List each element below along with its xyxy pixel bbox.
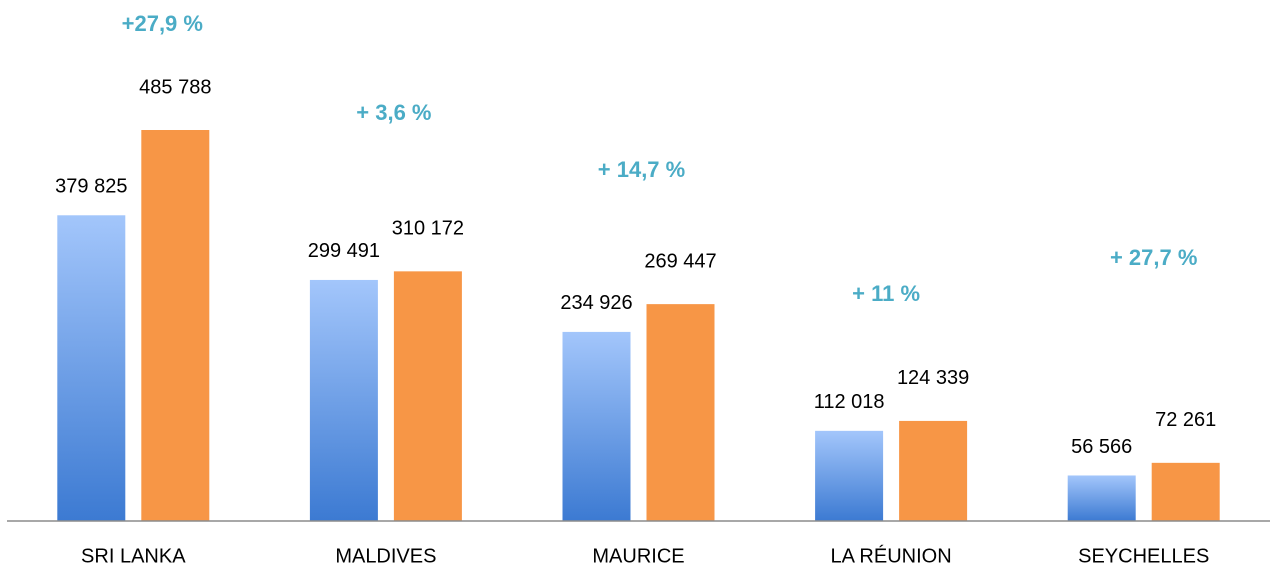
data-label: 112 018: [814, 391, 885, 413]
data-label: 299 491: [308, 240, 380, 262]
bar: [815, 430, 884, 521]
x-tick-label: LA RÉUNION: [831, 544, 952, 567]
bar: [393, 271, 462, 521]
annotation: + 14,7 %: [598, 157, 685, 182]
annotation: + 11 %: [852, 281, 920, 306]
data-label: 310 172: [392, 218, 464, 240]
data-label: 72 261: [1155, 409, 1216, 431]
bar: [309, 279, 378, 521]
x-tick-label: MAURICE: [592, 545, 684, 567]
annotation: + 3,6 %: [356, 100, 431, 125]
x-tick-label: MALDIVES: [335, 545, 436, 567]
x-tick-label: SRI LANKA: [81, 545, 186, 567]
x-tick-label: SEYCHELLES: [1078, 545, 1209, 567]
bar: [1151, 462, 1220, 521]
bar: [899, 420, 968, 521]
annotation: +27,9 %: [122, 11, 203, 36]
data-label: 124 339: [897, 367, 969, 389]
annotation: + 27,7 %: [1110, 245, 1197, 270]
data-label: 234 926: [560, 292, 632, 314]
data-label: 269 447: [644, 250, 716, 272]
bar: [646, 304, 715, 521]
bar: [141, 130, 210, 521]
bar: [1067, 475, 1136, 521]
bar: [562, 331, 631, 521]
data-label: 485 788: [139, 76, 211, 98]
bar: [57, 215, 126, 521]
data-label: 56 566: [1071, 436, 1132, 458]
data-label: 379 825: [55, 176, 127, 198]
